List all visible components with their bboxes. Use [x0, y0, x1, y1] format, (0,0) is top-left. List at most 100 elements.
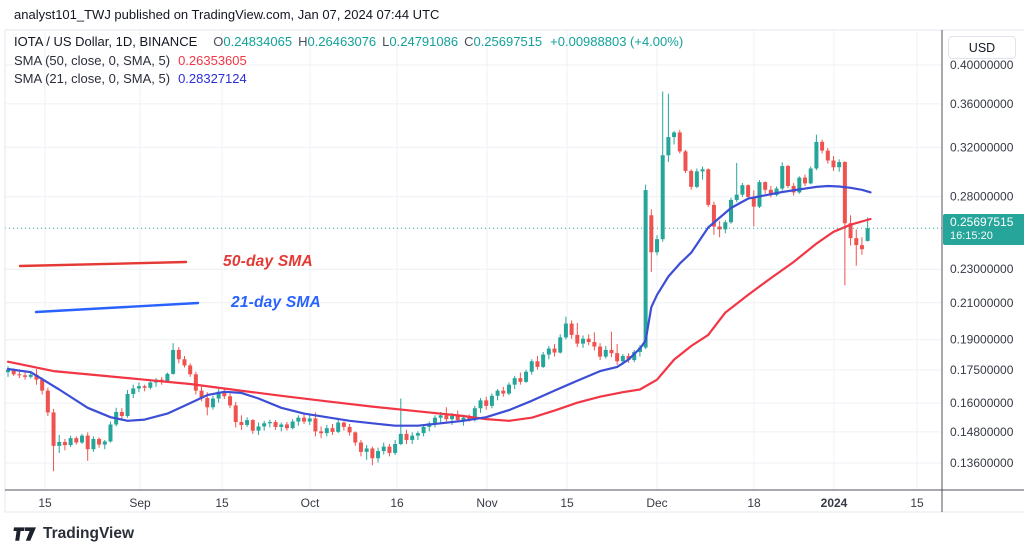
candle-body: [62, 441, 67, 446]
candle-body: [273, 422, 278, 427]
candle-body: [723, 222, 728, 230]
candle-body: [313, 418, 318, 432]
candle-body: [535, 361, 540, 367]
candle-body: [825, 150, 830, 161]
candle-body: [729, 199, 734, 223]
symbol-title[interactable]: IOTA / US Dollar, 1D, BINANCE: [14, 34, 198, 49]
candle-body: [307, 418, 312, 422]
candle-body: [45, 390, 50, 413]
candle-body: [302, 417, 307, 422]
price-tick-label: 0.32000000: [950, 140, 1014, 154]
candle-body: [256, 426, 261, 431]
sma21-line: [6, 184, 872, 427]
candle-body: [506, 384, 511, 394]
candle-body: [774, 188, 779, 196]
candle-body: [643, 190, 648, 348]
candle-body: [250, 420, 255, 431]
time-tick-label: Sep: [129, 496, 151, 510]
candle-body: [421, 426, 426, 434]
time-tick-label: Oct: [301, 496, 320, 510]
candle-body: [432, 417, 437, 424]
candle-body: [182, 359, 187, 366]
candle-body: [358, 442, 363, 452]
candle-body: [119, 411, 124, 417]
candle-body: [410, 435, 415, 440]
candle-body: [740, 185, 745, 195]
price-tick-label: 0.17500000: [950, 363, 1014, 377]
candle-body: [677, 132, 682, 152]
open-value: 0.24834065: [223, 34, 293, 49]
candle-body: [546, 348, 551, 355]
candle-body: [751, 196, 756, 207]
candle-body: [575, 334, 580, 344]
candle-body: [176, 349, 181, 360]
price-tick-label: 0.40000000: [950, 58, 1014, 72]
chart-legend: IOTA / US Dollar, 1D, BINANCE O0.24834065…: [14, 33, 683, 89]
candle-body: [353, 432, 358, 443]
candle-body: [136, 386, 141, 389]
candle-body: [450, 416, 455, 420]
candle-body: [444, 415, 449, 420]
candle-body: [717, 226, 722, 230]
candle-body: [455, 416, 460, 421]
last-price-value: 0.25697515: [950, 215, 1014, 230]
sma50-indicator-row[interactable]: SMA (50, close, 0, SMA, 5) 0.26353605: [14, 52, 683, 71]
candle-body: [85, 435, 90, 450]
candle-body: [142, 386, 147, 388]
sma21-indicator-row[interactable]: SMA (21, close, 0, SMA, 5) 0.28327124: [14, 70, 683, 89]
close-value: 0.25697515: [473, 34, 543, 49]
candle-body: [854, 238, 859, 246]
candle-body: [23, 375, 28, 377]
candle-body: [199, 390, 204, 399]
sma50-indicator-label: SMA (50, close, 0, SMA, 5): [14, 52, 171, 68]
candle-body: [626, 355, 631, 361]
price-tick-label: 0.28000000: [950, 190, 1014, 204]
sma21-annotation-text[interactable]: 21-day SMA: [231, 294, 321, 311]
currency-toggle-button[interactable]: USD: [948, 36, 1016, 59]
candle-body: [267, 422, 272, 424]
candle-body: [319, 431, 324, 434]
candle-body: [125, 393, 130, 417]
candle-body: [859, 245, 864, 250]
candle-body: [341, 422, 346, 427]
tradingview-logo[interactable]: TradingView: [13, 525, 134, 543]
candle-body: [757, 182, 762, 207]
time-tick-label: 18: [747, 496, 761, 510]
candle-body: [501, 390, 506, 394]
candle-body: [6, 369, 10, 373]
candle-body: [245, 420, 250, 425]
candle-body: [296, 417, 301, 422]
candle-body: [512, 378, 517, 385]
symbol-row[interactable]: IOTA / US Dollar, 1D, BINANCE O0.24834065…: [14, 33, 683, 52]
published-byline: analyst101_TWJ published on TradingView.…: [14, 7, 440, 22]
price-tick-label: 0.23000000: [950, 262, 1014, 276]
candle-body: [489, 395, 494, 406]
candle-body: [592, 342, 597, 347]
candle-body: [746, 185, 751, 197]
candle-body: [655, 239, 660, 253]
time-tick-label: 16: [390, 496, 404, 510]
candle-body: [478, 400, 483, 409]
sma50-annotation-line[interactable]: [18, 260, 188, 268]
candle-body: [814, 141, 819, 169]
sma50-annotation-text[interactable]: 50-day SMA: [223, 253, 313, 270]
candle-body: [541, 354, 546, 367]
candle-body: [279, 424, 284, 427]
candle-body: [284, 424, 289, 429]
candle-body: [666, 137, 671, 156]
sma50-indicator-value: 0.26353605: [178, 52, 247, 68]
time-tick-label: 15: [560, 496, 574, 510]
candle-body: [569, 323, 574, 335]
candle-body: [649, 215, 654, 253]
time-tick-label: 15: [910, 496, 924, 510]
candle-body: [558, 337, 563, 353]
candle-body: [660, 155, 665, 240]
candle-body: [632, 351, 637, 361]
candle-body: [74, 438, 79, 443]
candle-body: [865, 228, 870, 241]
candle-body: [706, 169, 711, 205]
low-value: 0.24791086: [389, 34, 459, 49]
sma21-annotation-line[interactable]: [34, 301, 200, 314]
candle-body: [188, 365, 193, 375]
